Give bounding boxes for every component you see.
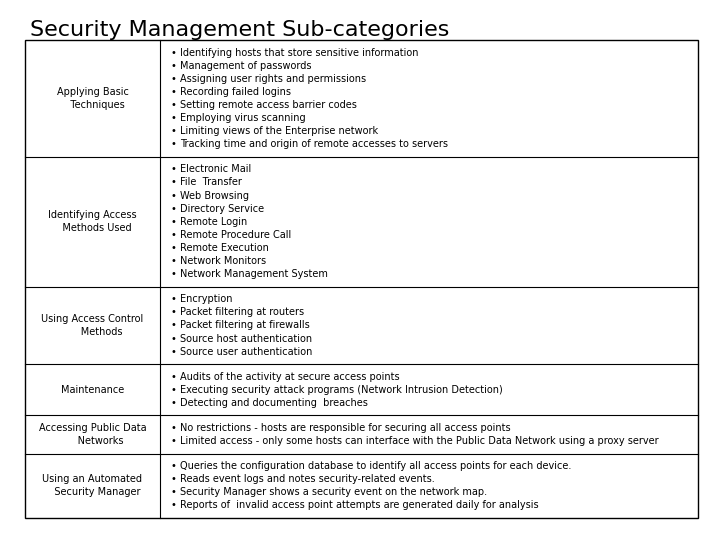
- Text: •: •: [170, 243, 176, 253]
- Text: •: •: [170, 204, 176, 214]
- Text: •: •: [170, 334, 176, 343]
- Text: •: •: [170, 217, 176, 227]
- Text: Source host authentication: Source host authentication: [180, 334, 312, 343]
- Text: •: •: [170, 347, 176, 357]
- Text: Reads event logs and notes security-related events.: Reads event logs and notes security-rela…: [180, 474, 435, 484]
- Text: Management of passwords: Management of passwords: [180, 60, 312, 71]
- Text: Detecting and documenting  breaches: Detecting and documenting breaches: [180, 398, 368, 408]
- Text: Identifying Access
   Methods Used: Identifying Access Methods Used: [48, 210, 137, 233]
- Text: •: •: [170, 398, 176, 408]
- Text: Limited access - only some hosts can interface with the Public Data Network usin: Limited access - only some hosts can int…: [180, 436, 659, 446]
- Text: Recording failed logins: Recording failed logins: [180, 87, 291, 97]
- Text: Source user authentication: Source user authentication: [180, 347, 312, 357]
- Text: Security Management Sub-categories: Security Management Sub-categories: [30, 20, 449, 40]
- Text: Tracking time and origin of remote accesses to servers: Tracking time and origin of remote acces…: [180, 139, 448, 149]
- Text: Assigning user rights and permissions: Assigning user rights and permissions: [180, 74, 366, 84]
- Bar: [25, 40, 698, 518]
- Text: Packet filtering at routers: Packet filtering at routers: [180, 307, 304, 318]
- Text: •: •: [170, 87, 176, 97]
- Text: •: •: [170, 423, 176, 433]
- Text: No restrictions - hosts are responsible for securing all access points: No restrictions - hosts are responsible …: [180, 423, 510, 433]
- Text: Limiting views of the Enterprise network: Limiting views of the Enterprise network: [180, 126, 378, 136]
- Text: Executing security attack programs (Network Intrusion Detection): Executing security attack programs (Netw…: [180, 385, 503, 395]
- Text: •: •: [170, 372, 176, 382]
- Text: Electronic Mail: Electronic Mail: [180, 164, 251, 174]
- Text: File  Transfer: File Transfer: [180, 178, 242, 187]
- Text: •: •: [170, 74, 176, 84]
- Text: •: •: [170, 164, 176, 174]
- Text: Using Access Control
      Methods: Using Access Control Methods: [41, 314, 143, 337]
- Text: •: •: [170, 320, 176, 330]
- Text: Employing virus scanning: Employing virus scanning: [180, 113, 305, 123]
- Text: •: •: [170, 461, 176, 471]
- Text: •: •: [170, 126, 176, 136]
- Text: •: •: [170, 385, 176, 395]
- Text: Using an Automated
   Security Manager: Using an Automated Security Manager: [42, 474, 143, 497]
- Text: •: •: [170, 294, 176, 304]
- Text: Web Browsing: Web Browsing: [180, 191, 249, 200]
- Text: •: •: [170, 501, 176, 510]
- Text: Network Management System: Network Management System: [180, 269, 328, 279]
- Text: Identifying hosts that store sensitive information: Identifying hosts that store sensitive i…: [180, 48, 418, 58]
- Text: Packet filtering at firewalls: Packet filtering at firewalls: [180, 320, 310, 330]
- Text: Audits of the activity at secure access points: Audits of the activity at secure access …: [180, 372, 400, 382]
- Text: Queries the configuration database to identify all access points for each device: Queries the configuration database to id…: [180, 461, 572, 471]
- Text: Directory Service: Directory Service: [180, 204, 264, 214]
- Text: Network Monitors: Network Monitors: [180, 256, 266, 266]
- Text: Security Manager shows a security event on the network map.: Security Manager shows a security event …: [180, 488, 487, 497]
- Text: •: •: [170, 307, 176, 318]
- Text: •: •: [170, 113, 176, 123]
- Text: •: •: [170, 178, 176, 187]
- Text: •: •: [170, 60, 176, 71]
- Text: Reports of  invalid access point attempts are generated daily for analysis: Reports of invalid access point attempts…: [180, 501, 539, 510]
- Text: •: •: [170, 436, 176, 446]
- Text: Maintenance: Maintenance: [61, 385, 124, 395]
- Text: Encryption: Encryption: [180, 294, 233, 304]
- Text: Remote Procedure Call: Remote Procedure Call: [180, 230, 292, 240]
- Text: Applying Basic
   Techniques: Applying Basic Techniques: [57, 87, 128, 110]
- Text: •: •: [170, 474, 176, 484]
- Text: •: •: [170, 100, 176, 110]
- Text: •: •: [170, 139, 176, 149]
- Text: Remote Execution: Remote Execution: [180, 243, 269, 253]
- Text: Remote Login: Remote Login: [180, 217, 247, 227]
- Text: Setting remote access barrier codes: Setting remote access barrier codes: [180, 100, 357, 110]
- Text: •: •: [170, 48, 176, 58]
- Text: •: •: [170, 488, 176, 497]
- Text: •: •: [170, 191, 176, 200]
- Text: •: •: [170, 269, 176, 279]
- Text: Accessing Public Data
     Networks: Accessing Public Data Networks: [39, 423, 146, 446]
- Text: •: •: [170, 230, 176, 240]
- Text: •: •: [170, 256, 176, 266]
